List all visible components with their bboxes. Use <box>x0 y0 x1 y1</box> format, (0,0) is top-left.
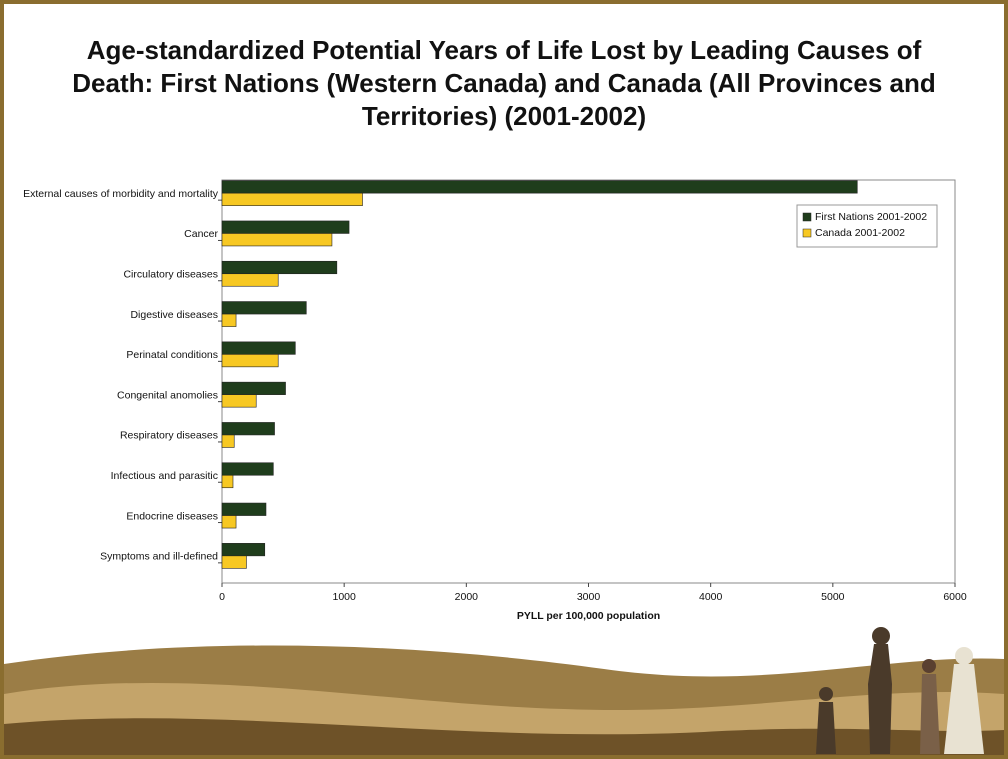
bar <box>221 462 274 476</box>
y-tick-label: Perinatal conditions <box>126 349 218 361</box>
y-tick-label: External causes of morbidity and mortali… <box>23 188 219 200</box>
y-tick-label: Respiratory diseases <box>120 430 218 442</box>
bar <box>221 341 296 355</box>
legend-swatch <box>802 212 812 222</box>
x-tick-label: 4000 <box>699 591 723 603</box>
x-tick-label: 2000 <box>455 591 479 603</box>
bar <box>221 260 338 275</box>
legend-box <box>796 204 938 248</box>
legend-label: First Nations 2001-2002 <box>815 211 927 223</box>
bar <box>221 422 275 436</box>
figure <box>816 702 836 754</box>
bar <box>221 555 247 569</box>
bar <box>221 220 350 234</box>
y-tick-label: Congenital anomolies <box>117 389 218 401</box>
figure <box>920 674 940 754</box>
figure <box>868 644 892 754</box>
figure <box>922 659 936 673</box>
y-tick-label: Digestive diseases <box>130 309 218 321</box>
bar <box>221 434 235 448</box>
legend-swatch <box>802 228 812 238</box>
bar <box>221 381 286 395</box>
bar <box>221 301 307 315</box>
bar <box>221 180 858 194</box>
decoration <box>4 627 1004 755</box>
bar <box>221 192 363 206</box>
figure <box>819 687 833 701</box>
bar <box>221 502 267 516</box>
hill <box>4 718 1004 755</box>
bar <box>221 354 279 368</box>
chart-title: Age-standardized Potential Years of Life… <box>72 35 936 131</box>
x-tick-label: 5000 <box>821 591 845 603</box>
x-tick-label: 1000 <box>332 591 356 603</box>
x-tick-label: 6000 <box>943 591 967 603</box>
chart: 0 1000 2000 3000 4000 5000 6000 PYLL per 100,00… <box>23 179 967 622</box>
x-axis-label: PYLL per 100,000 population <box>517 610 660 622</box>
y-tick-label: Infectious and parasitic <box>111 470 218 482</box>
y-tick-label: Cancer <box>184 228 218 240</box>
bar <box>221 543 266 557</box>
bar <box>221 313 237 327</box>
y-tick-label: Symptoms and ill-defined <box>100 551 218 563</box>
legend-label: Canada 2001-2002 <box>815 227 905 239</box>
bar <box>221 394 257 408</box>
x-tick-label: 3000 <box>577 591 601 603</box>
y-tick-label: Circulatory diseases <box>123 269 218 281</box>
figure <box>944 664 984 754</box>
bar <box>221 233 333 247</box>
y-tick-label: Endocrine diseases <box>126 510 218 522</box>
bar <box>221 273 279 287</box>
bar <box>221 515 237 529</box>
bar <box>221 474 234 489</box>
figure <box>872 627 890 645</box>
figure <box>955 647 973 665</box>
x-tick-label: 0 <box>219 591 225 603</box>
